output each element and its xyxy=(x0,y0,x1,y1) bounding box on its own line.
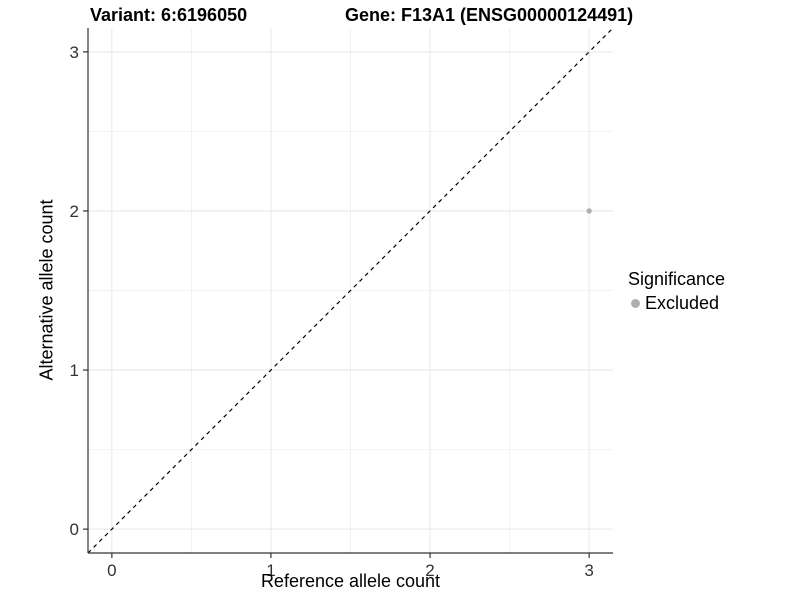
legend-item-label: Excluded xyxy=(645,293,720,313)
legend-item-excluded: Excluded xyxy=(628,293,725,314)
y-tick-label: 1 xyxy=(70,361,79,380)
plot-title-gene: Gene: F13A1 (ENSG00000124491) xyxy=(345,5,634,25)
y-tick-label: 2 xyxy=(70,202,79,221)
x-tick-label: 1 xyxy=(266,561,275,580)
y-tick-label: 3 xyxy=(70,43,79,62)
y-axis-label: Alternative allele count xyxy=(36,199,57,381)
legend-title: Significance xyxy=(628,269,726,289)
identity-line xyxy=(87,27,614,554)
plot-title-variant: Variant: 6:6196050 xyxy=(90,5,248,25)
x-tick-label: 0 xyxy=(107,561,116,580)
legend: Significance Excluded xyxy=(628,269,725,314)
x-tick-label: 2 xyxy=(425,561,434,580)
data-point xyxy=(586,208,592,214)
x-axis-label: Reference allele count xyxy=(260,571,441,591)
x-tick-label: 3 xyxy=(584,561,593,580)
legend-marker-circle-icon xyxy=(631,299,640,308)
y-tick-label: 0 xyxy=(70,520,79,539)
